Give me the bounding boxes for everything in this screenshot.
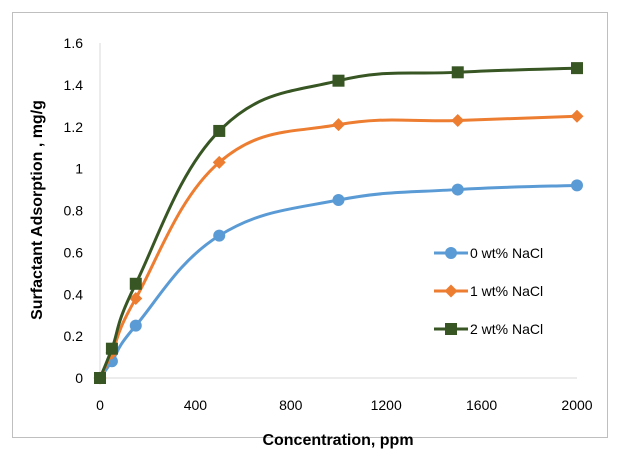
y-tick-label: 0.2 (64, 328, 84, 344)
data-point (451, 183, 464, 196)
x-tick-label: 400 (184, 397, 208, 413)
data-point (451, 113, 465, 127)
data-point (212, 155, 226, 169)
data-point (213, 124, 226, 137)
data-point (332, 194, 345, 207)
data-point (213, 229, 226, 242)
y-tick-label: 0.8 (64, 203, 84, 219)
x-tick-label: 800 (279, 397, 303, 413)
y-tick-label: 0.4 (64, 286, 84, 302)
y-axis-title: Surfactant Adsorption , mg/g (29, 100, 46, 320)
data-point (94, 372, 106, 384)
series-line (98, 183, 578, 379)
data-point (129, 277, 142, 290)
legend-entry: 0 wt% NaCl (434, 245, 543, 261)
series-0 (94, 179, 583, 384)
tick-labels: 0 400 800 1200 1600 2000 0 0.2 0.4 0.6 0.8 1 1.2 1.4 1… (64, 35, 593, 413)
y-tick-label: 1.4 (64, 77, 84, 93)
x-tick-label: 2000 (561, 397, 592, 413)
data-point (105, 342, 118, 355)
legend-entry: 2 wt% NaCl (434, 321, 543, 337)
data-point (332, 74, 345, 87)
legend-entry: 1 wt% NaCl (434, 283, 543, 299)
x-tick-label: 1200 (371, 397, 402, 413)
y-tick-label: 1.6 (64, 35, 84, 51)
y-tick-label: 0 (75, 370, 83, 386)
series-2 (94, 62, 583, 384)
x-tick-label: 1600 (466, 397, 497, 413)
x-axis-title: Concentration, ppm (262, 432, 413, 449)
y-tick-label: 1 (75, 161, 83, 177)
legend-label: 2 wt% NaCl (470, 321, 543, 337)
series-layer (93, 62, 584, 385)
legend-label: 0 wt% NaCl (470, 245, 543, 261)
legend-marker (445, 323, 457, 335)
x-tick-label: 0 (96, 397, 104, 413)
legend-marker (444, 284, 458, 298)
data-point (332, 118, 345, 132)
legend-label: 1 wt% NaCl (470, 283, 543, 299)
data-point (451, 66, 464, 79)
data-point (129, 319, 142, 332)
y-tick-label: 1.2 (64, 119, 84, 135)
legend-marker (445, 247, 457, 259)
data-point (570, 109, 584, 123)
data-point (571, 62, 583, 75)
data-point (571, 179, 583, 192)
legend: 0 wt% NaCl 1 wt% NaCl 2 wt% NaCl (434, 245, 543, 337)
axes (99, 43, 577, 379)
data-point (129, 291, 143, 305)
y-tick-label: 0.6 (64, 244, 84, 260)
